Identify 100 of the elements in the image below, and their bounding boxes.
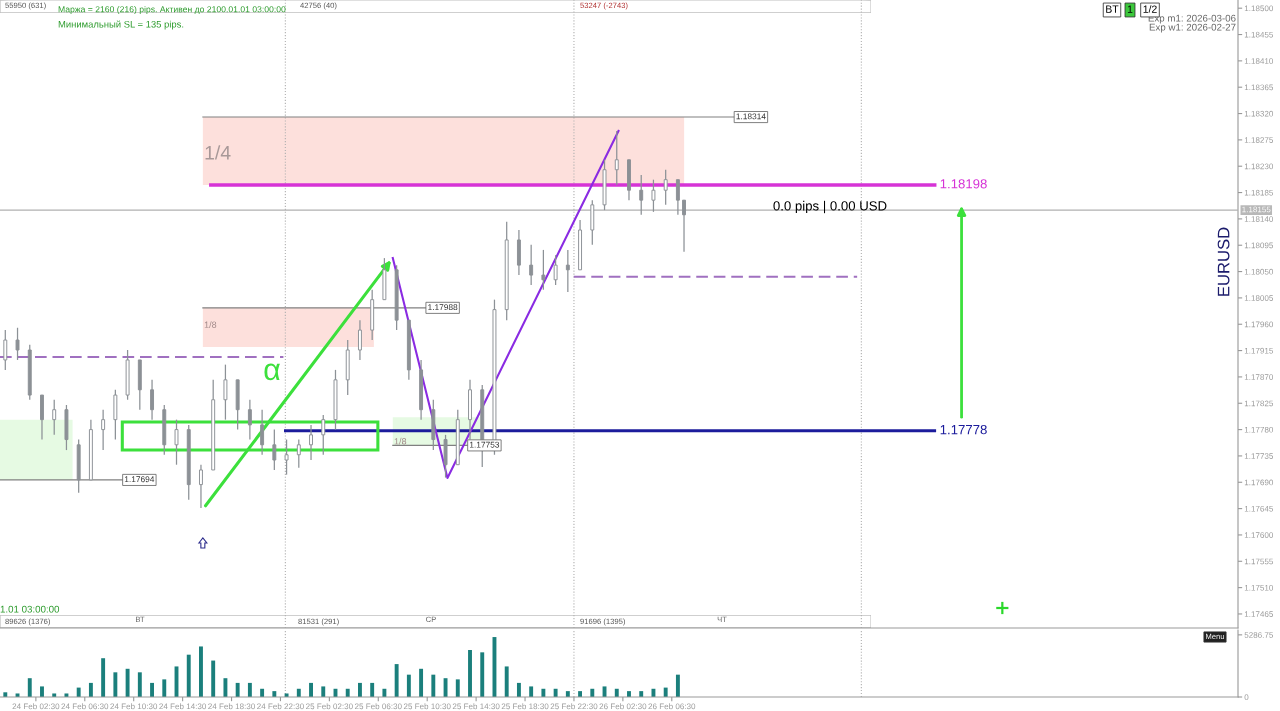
x-tick-label: 25 Feb 22:30 [550, 703, 598, 710]
band-label: 1/4 [205, 145, 231, 160]
band-label: 1/8 [394, 437, 407, 445]
x-tick-label: 24 Feb 18:30 [208, 703, 255, 710]
x-tick-label: 25 Feb 18:30 [501, 703, 549, 710]
y-tick-label: 1.18455 [1244, 31, 1274, 38]
bar [675, 674, 680, 697]
bar [125, 668, 130, 697]
y-tick-label: 1.17870 [1244, 374, 1274, 380]
candlestick [223, 364, 228, 421]
y-tick-label: 1.18230 [1244, 163, 1274, 170]
x-tick-label: 24 Feb 14:30 [159, 703, 207, 710]
y-tick-label: 1.17645 [1244, 505, 1274, 512]
y-tick-label: 1.17555 [1244, 558, 1274, 565]
annotation: 1.01 03:00:00 [0, 605, 60, 613]
annotation: 1/2 [1143, 5, 1157, 13]
y-tick-label: 1.17690 [1244, 479, 1274, 486]
ref-line-label: 1.18314 [736, 113, 766, 120]
bar [27, 678, 32, 697]
y-tick-label: 1.17915 [1244, 347, 1274, 354]
ref-line-label: 1.17778 [940, 424, 987, 435]
x-tick-label: 26 Feb 02:30 [599, 703, 647, 710]
x-tick-label: 25 Feb 14:30 [452, 703, 500, 710]
candlestick [101, 409, 106, 451]
x-tick-label: 24 Feb 22:30 [257, 703, 304, 710]
y-tick-label: 1.18275 [1244, 137, 1274, 143]
candlestick [296, 438, 301, 469]
candlestick [321, 414, 326, 456]
y-tick-label: 1.18050 [1244, 268, 1274, 275]
bar [406, 674, 411, 697]
bar [247, 682, 252, 697]
y-tick-label: 1.18005 [1244, 295, 1274, 301]
bar [40, 686, 44, 697]
annotation: Маржа = 2160 (216) pips. Активен до 2100.01.01 03:00:00 [58, 5, 286, 15]
bar [88, 682, 93, 697]
annotation: Exp w1: 2026-02-27 [1149, 23, 1236, 33]
candlestick [247, 399, 252, 441]
bar [101, 658, 106, 697]
ref-line-label: 1.18155 [1242, 206, 1271, 213]
x-tick-label: 25 Feb 02:30 [306, 703, 353, 710]
x-tick-label: 24 Feb 10:30 [110, 703, 158, 710]
annotation: 1 [1127, 5, 1133, 13]
y-tick-label: 1.17510 [1244, 584, 1274, 591]
x-tick-label: 25 Feb 06:30 [354, 703, 402, 710]
candlestick [651, 179, 656, 213]
bar [321, 686, 326, 697]
bar [199, 646, 203, 697]
y-tick-label: 1.17960 [1244, 321, 1274, 328]
bar [468, 649, 472, 697]
candlestick [15, 327, 20, 361]
ref-line-label: 1.17694 [124, 476, 155, 483]
bar [357, 682, 362, 697]
bar [370, 682, 375, 697]
bar [162, 679, 167, 697]
x-tick-label: 26 Feb 06:30 [648, 703, 696, 710]
annotation: EURUSD [1217, 227, 1230, 296]
candlestick [529, 244, 534, 286]
bar [235, 682, 240, 697]
bar [137, 672, 142, 697]
annotation: BT [1106, 5, 1119, 13]
annotation: α [264, 363, 280, 381]
candlestick [52, 399, 57, 436]
candlestick [260, 409, 265, 456]
candlestick [639, 174, 644, 216]
bar [394, 664, 399, 697]
x-tick-label: 24 Feb 06:30 [61, 703, 109, 710]
y-tick-label: 1.18365 [1244, 84, 1274, 91]
candlestick [272, 428, 277, 471]
bar [211, 660, 216, 697]
candlestick [150, 379, 155, 421]
candlestick [3, 329, 8, 371]
y-tick-label: 1.18140 [1244, 216, 1274, 222]
x-tick-label: 25 Feb 10:30 [403, 703, 451, 710]
y-tick-label: 1.18320 [1244, 110, 1274, 117]
bar [309, 682, 313, 697]
ref-line-label: 1.17753 [469, 441, 500, 448]
y-tick-label: 1.18410 [1244, 58, 1274, 64]
candlestick [174, 419, 179, 466]
annotation: Минимальный SL = 135 pips. [58, 20, 184, 30]
y-tick-label: 0 [1244, 694, 1249, 700]
candlestick [675, 179, 680, 216]
candlestick [663, 169, 668, 206]
bar [504, 666, 509, 697]
y-tick-label: 1.17735 [1244, 453, 1274, 459]
bar [113, 672, 118, 697]
candlestick [309, 424, 313, 461]
candlestick [682, 199, 686, 253]
y-tick-label: 1.17780 [1244, 426, 1274, 433]
bar [529, 686, 534, 697]
bar [443, 678, 448, 697]
candlestick [357, 319, 362, 361]
candlestick [541, 249, 546, 291]
y-tick-label: 1.18095 [1244, 242, 1274, 249]
annotation: 0.0 pips | 0.00 USD [773, 200, 887, 214]
y-tick-label: 1.17825 [1244, 400, 1274, 407]
y-tick-label: 1.17600 [1244, 532, 1274, 538]
y-tick-label: 5286.75 [1244, 632, 1274, 638]
candlestick [284, 438, 289, 476]
bar [150, 682, 155, 697]
y-tick-label: 1.18185 [1244, 189, 1274, 196]
